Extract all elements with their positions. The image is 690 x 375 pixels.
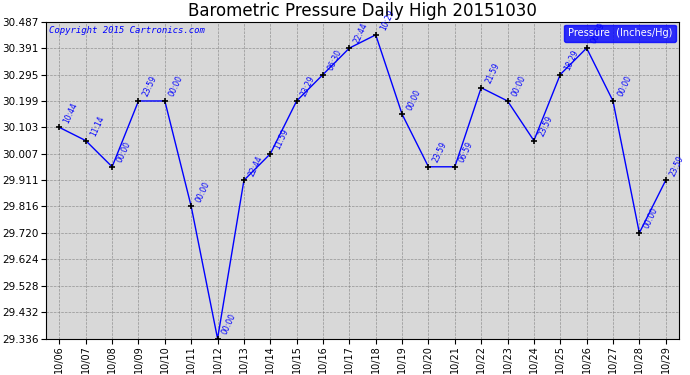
Text: 10:44: 10:44 [62,101,79,124]
Text: 00:00: 00:00 [220,312,238,336]
Text: 06:59: 06:59 [589,21,607,45]
Text: 18:29: 18:29 [563,48,580,72]
Text: 22:44: 22:44 [352,22,370,45]
Text: 00:00: 00:00 [511,75,528,98]
Text: 22:44: 22:44 [247,154,264,177]
Legend: Pressure  (Inches/Hg): Pressure (Inches/Hg) [564,24,676,42]
Title: Barometric Pressure Daily High 20151030: Barometric Pressure Daily High 20151030 [188,2,537,20]
Text: 11:59: 11:59 [273,128,290,151]
Text: 00:00: 00:00 [115,140,132,164]
Text: 10:29: 10:29 [379,9,396,32]
Text: 23:59: 23:59 [141,75,159,98]
Text: 23:59: 23:59 [669,154,686,177]
Text: 00:00: 00:00 [194,180,211,204]
Text: Copyright 2015 Cartronics.com: Copyright 2015 Cartronics.com [50,26,205,35]
Text: 06:30: 06:30 [326,48,343,72]
Text: 23:59: 23:59 [431,140,448,164]
Text: 23:29: 23:29 [299,75,317,98]
Text: 00:00: 00:00 [405,88,422,111]
Text: 00:00: 00:00 [615,75,633,98]
Text: 00:00: 00:00 [642,206,660,230]
Text: 11:14: 11:14 [88,114,106,138]
Text: 00:00: 00:00 [168,75,185,98]
Text: 23:59: 23:59 [537,114,554,138]
Text: 21:59: 21:59 [484,62,502,85]
Text: 06:59: 06:59 [457,140,475,164]
